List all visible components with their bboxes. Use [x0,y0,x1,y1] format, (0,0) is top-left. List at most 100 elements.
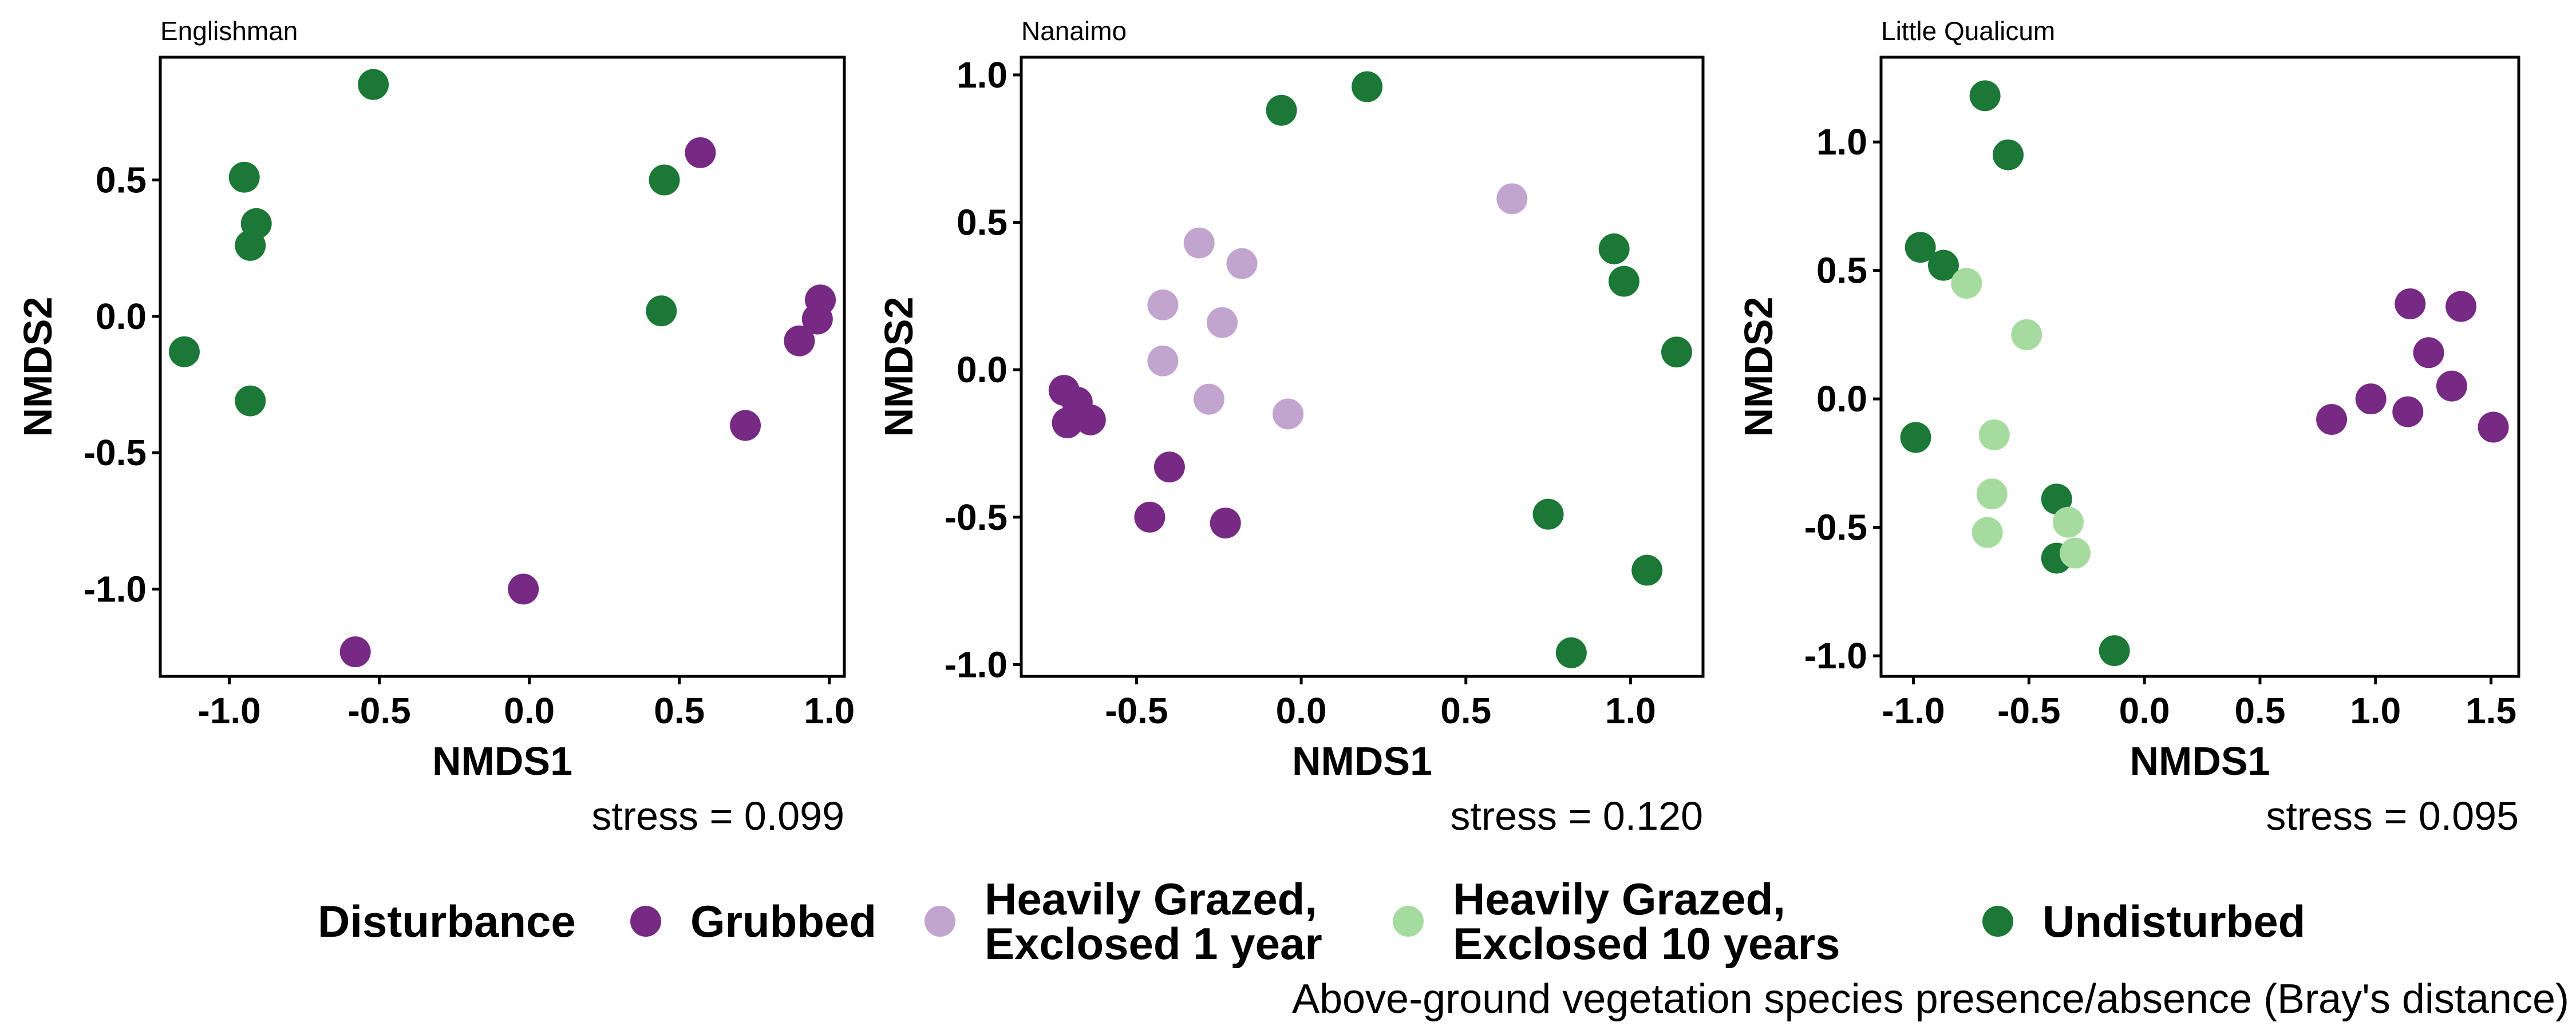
caption: Above-ground vegetation species presence… [1292,976,2569,1022]
data-point [1183,227,1215,259]
x-tick-label: 0.5 [1440,690,1491,731]
y-tick-label: 0.5 [96,159,147,200]
y-axis-title: NMDS2 [1736,296,1781,437]
y-axis-title: NMDS2 [15,296,60,437]
data-point [2060,537,2091,569]
data-point [2395,288,2426,320]
data-point [1134,501,1165,533]
legend-item: Undisturbed [1982,896,2305,946]
x-tick-label: 0.0 [504,690,555,731]
x-tick-label: 1.0 [804,690,855,731]
data-point [1927,249,1959,281]
legend-label: Exclosed 1 year [985,918,1322,969]
panel-title: Little Qualicum [1881,16,2055,46]
data-point [1631,554,1663,586]
y-tick-label: -1.0 [84,568,147,609]
legend-key [924,906,955,937]
y-tick-label: 1.0 [1816,121,1867,163]
y-tick-label: -0.5 [945,497,1008,538]
data-point [235,385,266,417]
data-point [235,229,266,261]
data-point [2445,291,2477,322]
data-point [1266,94,1297,126]
data-point [2392,396,2424,427]
legend-key [1982,906,2013,937]
data-point [508,573,539,605]
x-tick-label: 1.0 [2350,690,2401,731]
data-point [730,410,761,441]
data-point [1661,336,1692,368]
legend-item: Heavily Grazed,Exclosed 1 year [924,874,1322,969]
x-axis-title: NMDS1 [2129,739,2270,783]
data-point [1598,233,1630,264]
legend-title: Disturbance [318,896,576,946]
panel-title: Englishman [160,16,298,46]
data-point [2413,337,2444,369]
y-tick-label: 0.0 [1816,378,1867,419]
y-tick-label: 1.0 [957,54,1008,96]
stress-label: stress = 0.099 [591,794,844,838]
data-point [2478,411,2509,443]
data-point [1147,345,1179,377]
data-point [1905,232,1936,263]
data-point [685,137,716,168]
y-tick-label: -0.5 [1804,507,1867,548]
legend-label: Exclosed 10 years [1453,918,1840,969]
x-tick-label: 0.0 [2119,690,2170,731]
data-point [1969,80,2001,112]
data-point [2099,635,2130,667]
legend-item: Grubbed [630,896,876,946]
x-tick-label: -0.5 [1997,690,2060,731]
legend-key [630,906,661,937]
data-point [1532,498,1564,530]
data-point [801,303,833,335]
x-tick-label: -1.0 [1882,690,1945,731]
x-tick-label: 0.0 [1276,690,1327,731]
data-point [2052,506,2084,538]
data-point [1206,307,1238,338]
stress-label: stress = 0.095 [2266,794,2519,838]
data-point [1352,71,1383,102]
x-tick-label: -0.5 [347,690,410,731]
plot-frame [1879,56,2520,678]
panel-3: Little Qualicum -1.0 -0.5 0.0 0.5 1.0 1.5 -1.0 -… [1736,16,2520,838]
x-tick-label: 1.5 [2466,690,2516,731]
y-tick-label: 0.0 [96,296,147,337]
data-point [339,636,371,668]
y-tick-label: -0.5 [84,432,147,473]
data-point [784,325,815,356]
legend-label: Heavily Grazed, [1453,874,1785,924]
legend-label: Undisturbed [2042,896,2305,946]
panel-1: Englishman -1.0 -0.5 0.0 0.5 1.0 -1.0 -0.5 0.0 0.… [15,16,855,838]
data-point [168,336,200,367]
data-point [1052,407,1083,438]
data-point [2355,383,2387,415]
y-tick-label: 0.0 [957,349,1008,390]
legend-label: Grubbed [690,896,876,946]
plot-frame [1020,56,1705,678]
data-point [2316,404,2348,435]
data-point [1210,508,1241,539]
data-point [1226,248,1258,279]
x-tick-label: -0.5 [1105,690,1168,731]
data-point [1496,183,1528,215]
data-point [1992,139,2024,171]
data-point [1193,383,1224,415]
data-point [649,164,680,196]
y-tick-label: 0.5 [957,202,1008,243]
data-point [2436,370,2467,402]
data-point [358,69,389,100]
legend-item: Heavily Grazed,Exclosed 10 years [1393,874,1840,969]
data-point [1074,404,1106,435]
y-tick-label: -1.0 [1804,635,1867,676]
data-point [1153,451,1185,483]
data-point [1971,517,2003,548]
panel-2: Nanaimo -0.5 0.0 0.5 1.0 -1.0 -0.5 0.0 0.5 1.0 NMD… [876,16,1705,838]
x-tick-label: 0.5 [654,690,705,731]
data-point [1900,422,1931,453]
panel-title: Nanaimo [1021,16,1127,46]
data-point [1273,398,1304,430]
data-point [1978,419,2010,450]
y-tick-label: 0.5 [1816,250,1867,291]
x-axis-title: NMDS1 [1292,739,1432,783]
